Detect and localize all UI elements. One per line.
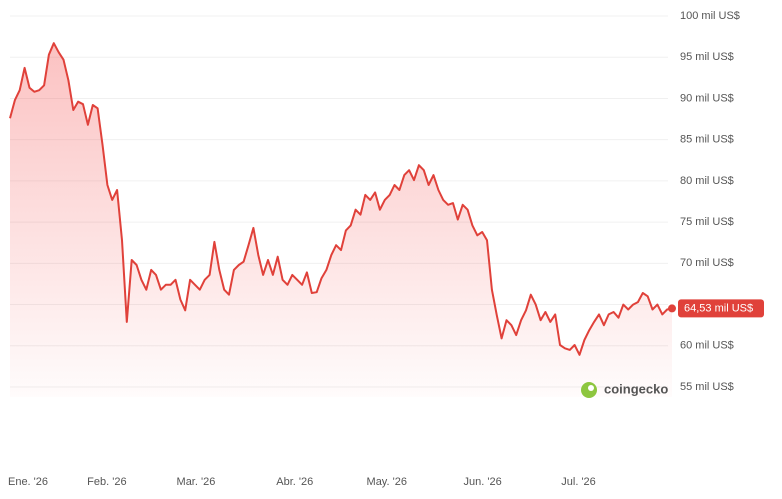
- y-tick-label: 100 mil US$: [680, 10, 740, 22]
- current-badge: [678, 299, 764, 318]
- x-tick-label: Jul. '26: [561, 476, 596, 488]
- watermark: coingecko: [581, 381, 668, 398]
- area: [10, 43, 672, 397]
- y-tick-label: 55 mil US$: [680, 381, 734, 393]
- y-tick-label: 80 mil US$: [680, 175, 734, 187]
- x-tick-label: Ene. '26: [8, 476, 48, 488]
- logo-eye: [588, 385, 594, 391]
- y-tick-label: 85 mil US$: [680, 134, 734, 146]
- x-tick-label: Abr. '26: [276, 476, 313, 488]
- y-tick-label: 75 mil US$: [680, 216, 734, 228]
- current-label: 64,53 mil US$: [684, 302, 753, 314]
- x-tick-label: May. '26: [367, 476, 407, 488]
- y-tick-label: 70 mil US$: [680, 257, 734, 269]
- y-tick-label: 90 mil US$: [680, 92, 734, 104]
- y-tick-label: 95 mil US$: [680, 51, 734, 63]
- x-tick-label: Mar. '26: [177, 476, 216, 488]
- x-tick-label: Feb. '26: [87, 476, 126, 488]
- current-dot: [668, 304, 676, 313]
- watermark-text: coingecko: [604, 381, 668, 396]
- x-tick-label: Jun. '26: [464, 476, 502, 488]
- price-line: [9, 42, 673, 356]
- y-tick-label: 60 mil US$: [680, 340, 734, 352]
